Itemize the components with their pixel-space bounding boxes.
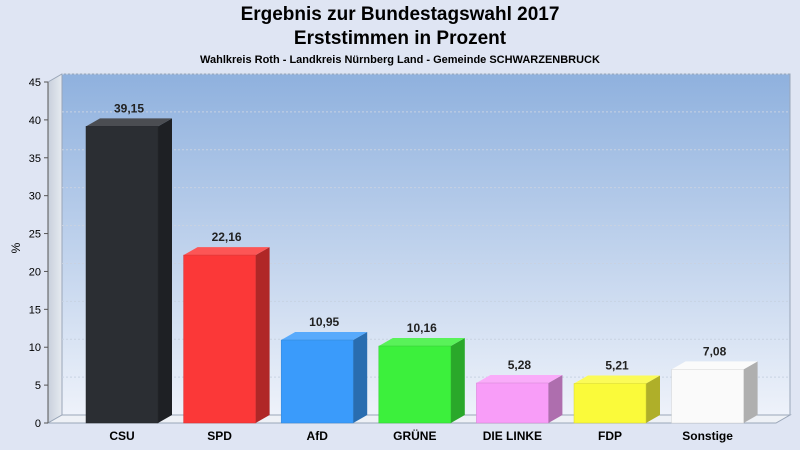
- y-tick-label: 15: [29, 304, 41, 316]
- y-tick-label: 25: [29, 229, 41, 241]
- y-tick-label: 30: [29, 191, 41, 203]
- y-tick-label: 45: [29, 77, 41, 89]
- y-tick-label: 10: [29, 342, 41, 354]
- data-label: 10,16: [407, 321, 437, 335]
- x-tick-label: Sonstige: [682, 429, 733, 443]
- y-tick-label: 40: [29, 115, 41, 127]
- chart-title: Ergebnis zur Bundestagswahl 2017: [240, 4, 560, 25]
- x-tick-label: FDP: [598, 429, 622, 443]
- grid: [62, 73, 790, 378]
- x-tick-label: CSU: [109, 429, 134, 443]
- bar-fdp: [573, 375, 660, 424]
- x-tick-label: DIE LINKE: [483, 429, 542, 443]
- bar-die-linke: [476, 374, 563, 424]
- y-tick-label: 5: [35, 380, 41, 392]
- y-tick-label: 0: [35, 418, 41, 430]
- data-label: 39,15: [114, 101, 144, 115]
- x-tick-label: AfD: [307, 429, 329, 443]
- bars: [85, 118, 758, 424]
- bar-grüne: [378, 338, 465, 424]
- data-label: 7,08: [703, 344, 727, 358]
- y-tick-label: 20: [29, 266, 41, 278]
- x-tick-label: GRÜNE: [393, 428, 436, 443]
- chart-subtitle: Erststimmen in Prozent: [293, 28, 507, 49]
- bar-csu: [85, 118, 172, 424]
- data-label: 5,28: [508, 358, 532, 372]
- y-tick-label: 35: [29, 153, 41, 165]
- y-axis: 0 5 10 15 20 25 30 35 40 45: [29, 77, 49, 430]
- y-axis-label: %: [9, 242, 23, 253]
- bar-spd: [183, 247, 270, 424]
- data-label: 10,95: [309, 315, 339, 329]
- data-label: 22,16: [212, 230, 242, 244]
- bar-afd: [280, 332, 368, 424]
- chart-caption: Wahlkreis Roth - Landkreis Nürnberg Land…: [200, 54, 600, 66]
- data-label: 5,21: [605, 359, 629, 373]
- x-tick-label: SPD: [207, 429, 232, 443]
- labels: 39,15 CSU 22,16 SPD 10,95 AfD 10,16 GRÜNE 5,28 DI…: [109, 101, 733, 443]
- bar-sonstige: [671, 361, 758, 424]
